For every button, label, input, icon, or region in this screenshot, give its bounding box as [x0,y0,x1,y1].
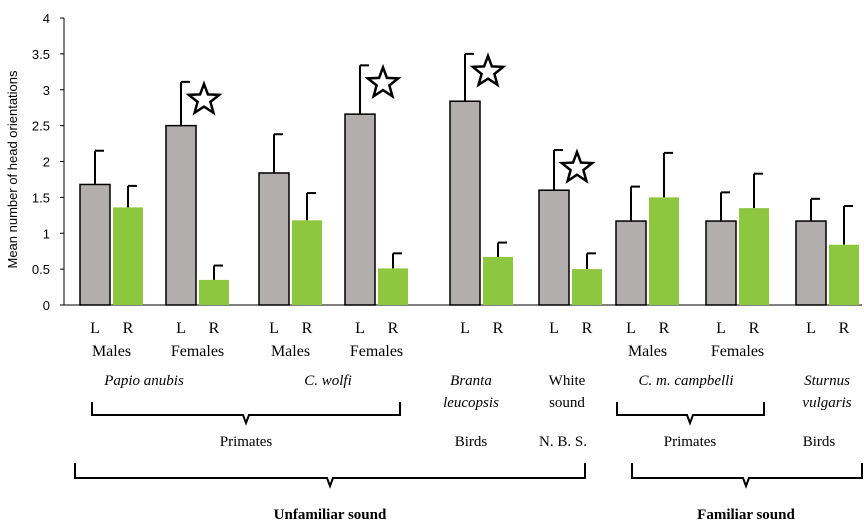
bar-left [705,220,737,306]
bar-left [538,189,570,306]
bracket-primates-familiar [616,402,765,426]
bar-label-left: L [626,320,636,337]
bracket-unfamiliar [74,463,586,489]
species-label: sound [549,395,585,411]
significance-star [364,63,402,100]
bar-right [649,197,679,305]
bar-label-right: R [493,320,504,337]
bracket-familiar [631,463,863,489]
sex-label: Males [92,343,131,360]
bar-left [344,113,376,306]
y-tick-label: 4 [43,11,50,26]
species-label: leucopsis [443,395,499,411]
taxon-label: Birds [455,434,488,450]
bar-right [739,208,769,305]
condition-label: Familiar sound [697,507,795,523]
bar-label-left: L [355,320,365,337]
y-tick-label: 0.5 [32,262,50,277]
sex-label: Males [271,343,310,360]
significance-star [558,148,596,184]
species-label: Branta [450,373,492,389]
bar-right [113,207,143,305]
taxon-label: N. B. S. [539,434,587,450]
bar-label-right: R [209,320,220,337]
bar-label-right: R [302,320,313,337]
condition-label: Unfamiliar sound [274,507,387,523]
bar-right [572,269,602,305]
species-label: Papio anubis [103,373,184,389]
species-label: C. wolfi [304,373,352,389]
bar-right [483,256,513,305]
bar-left [449,100,481,306]
y-tick-label: 1 [43,226,50,241]
bar-label-left: L [806,320,816,337]
bar-label-left: L [460,320,470,337]
taxon-label: Primates [664,434,717,450]
taxon-label: Primates [220,434,273,450]
bar-label-left: L [716,320,726,337]
sex-label: Females [171,343,224,360]
y-tick-label: 0 [43,298,50,313]
bar-right [378,268,408,305]
bar-label-left: L [90,320,100,337]
y-tick-label: 2 [43,155,50,170]
bar-label-left: L [549,320,559,337]
y-axis-title: Mean number of head orientations [5,70,20,269]
bar-label-right: R [388,320,399,337]
species-label: C. m. campbelli [639,373,734,389]
bar-left [165,124,197,306]
bar-label-right: R [839,320,850,337]
sex-label: Males [628,343,667,360]
bar-label-right: R [123,320,134,337]
bar-left [615,220,647,306]
significance-star [185,80,223,116]
bar-label-right: R [659,320,670,337]
bar-left [79,183,111,306]
y-tick-label: 3 [43,83,50,98]
sex-label: Females [711,343,764,360]
y-tick-label: 2.5 [32,119,50,134]
bar-left [258,172,290,306]
bar-right [199,279,229,305]
species-label: vulgaris [802,395,851,411]
bar-label-left: L [269,320,279,337]
bar-label-right: R [582,320,593,337]
y-tick-label: 1.5 [32,190,50,205]
bar-right [829,244,859,305]
significance-star [469,52,507,88]
bar-label-left: L [176,320,186,337]
taxon-label: Birds [803,434,836,450]
species-label: White [549,373,586,389]
bar-right [292,220,322,305]
bracket-primates-unfamiliar [91,402,401,426]
bar-label-right: R [749,320,760,337]
sex-label: Females [350,343,403,360]
bar-left [795,220,827,306]
y-tick-label: 3.5 [32,47,50,62]
species-label: Sturnus [804,373,850,389]
